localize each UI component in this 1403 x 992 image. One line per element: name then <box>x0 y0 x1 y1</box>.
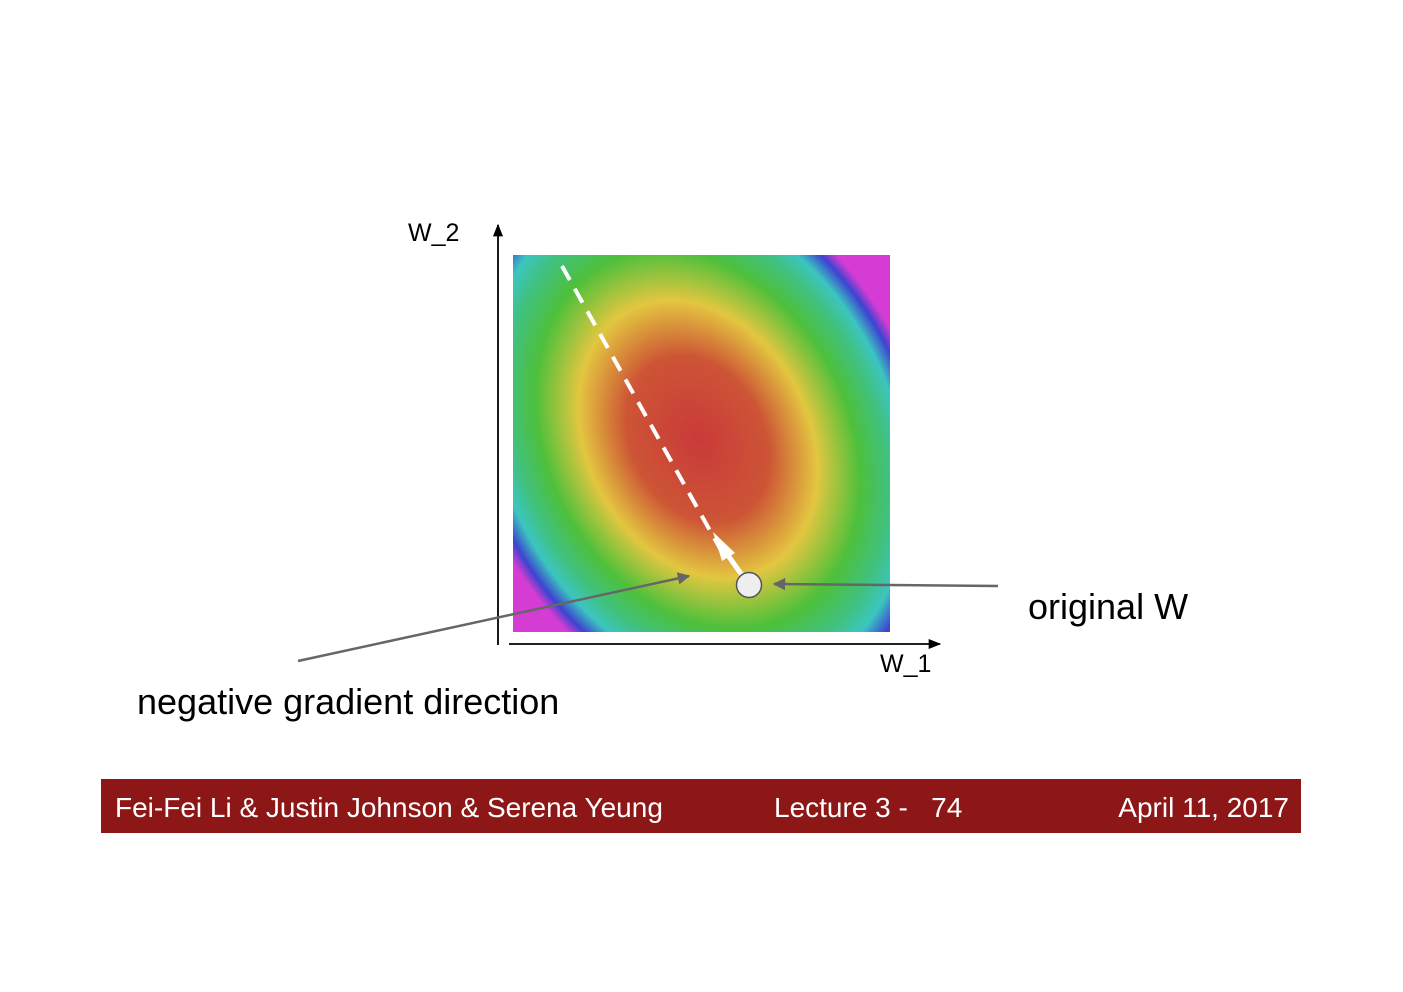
original-w-label: original W <box>1028 586 1189 627</box>
negative-gradient-label: negative gradient direction <box>137 681 560 722</box>
loss-contour <box>513 255 890 632</box>
footer-lecture: Lecture 3 - 74 <box>774 792 963 823</box>
original-w-point <box>735 571 763 599</box>
footer-bar <box>101 779 1301 833</box>
original-w-pointer <box>772 577 999 591</box>
gradient-arrow-icon <box>713 532 747 580</box>
dashed-descent-line <box>560 265 724 553</box>
negative-gradient-pointer <box>297 572 691 663</box>
footer: Fei-Fei Li & Justin Johnson & Serena Yeu… <box>101 779 1301 833</box>
x-axis-label: W_1 <box>880 650 932 678</box>
footer-date: April 11, 2017 <box>1118 792 1289 823</box>
footer-authors: Fei-Fei Li & Justin Johnson & Serena Yeu… <box>115 792 663 823</box>
y-axis-label: W_2 <box>408 219 460 247</box>
